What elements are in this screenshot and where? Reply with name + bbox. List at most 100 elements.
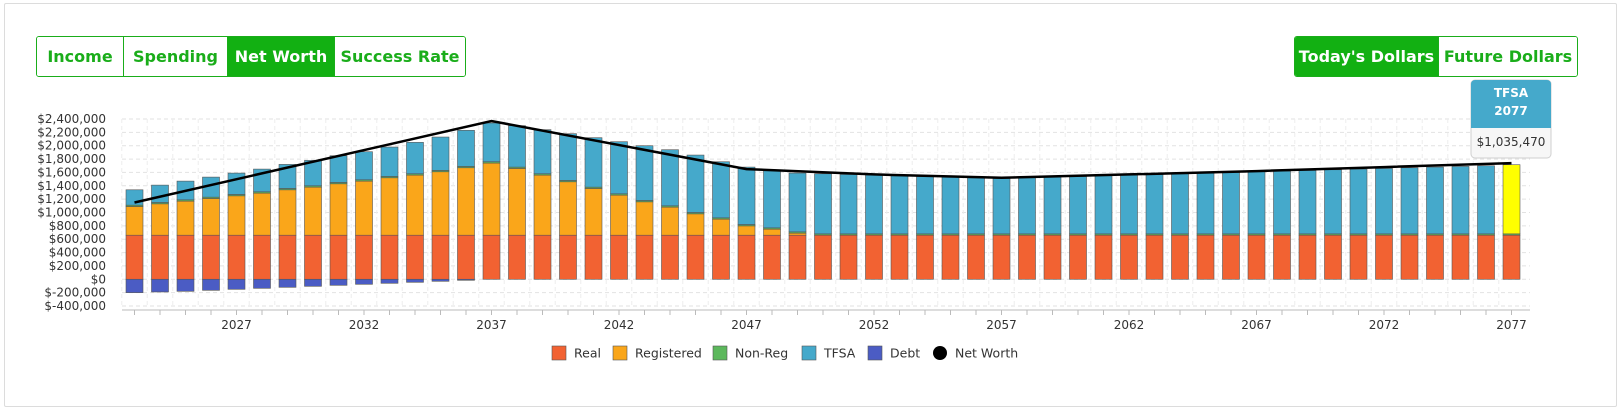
bar-tfsa-2040 <box>559 133 577 181</box>
todays-dollars-button[interactable]: Today's Dollars <box>1295 37 1439 76</box>
bar-tfsa-2046 <box>712 161 730 219</box>
bar-tfsa-2067 <box>1247 171 1266 235</box>
y-tick-label: $1,400,000 <box>37 179 106 193</box>
legend-label: Real <box>574 346 601 361</box>
legend-marker-debt <box>867 345 883 361</box>
bar-registered-2035 <box>431 171 450 236</box>
x-tick-label: 2047 <box>731 318 762 332</box>
bar-registered-2032 <box>355 180 373 236</box>
future-dollars-button[interactable]: Future Dollars <box>1439 37 1577 76</box>
bar-real-2042 <box>610 234 628 280</box>
y-tick-label: $2,200,000 <box>37 125 106 139</box>
bar-tfsa-2060 <box>1069 176 1087 235</box>
bar-debt-2028 <box>253 278 271 289</box>
bar-debt-2025 <box>176 278 195 292</box>
bar-real-2037 <box>482 234 501 280</box>
bar-tfsa-2052 <box>865 174 883 235</box>
bar-real-2069 <box>1298 234 1317 280</box>
tooltip-value: $1,035,470 <box>1477 135 1546 149</box>
bar-tfsa-2038 <box>508 125 526 168</box>
bar-real-2036 <box>457 234 475 280</box>
tab-spending[interactable]: Spending <box>124 37 228 76</box>
bar-real-2033 <box>380 234 399 280</box>
legend-label: Registered <box>635 346 702 361</box>
bar-real-2032 <box>355 234 373 280</box>
bar-tfsa-2062 <box>1120 174 1138 235</box>
bar-tfsa-2035 <box>431 136 450 171</box>
bar-real-2071 <box>1349 234 1368 280</box>
x-tick-label: 2062 <box>1114 318 1145 332</box>
tooltip-title: TFSA <box>1494 86 1529 100</box>
bar-tfsa-2042 <box>610 141 628 195</box>
legend-marker-tfsa <box>801 345 817 361</box>
bar-tfsa-2032 <box>355 151 373 181</box>
bar-real-2057 <box>992 234 1011 280</box>
tab-success-rate[interactable]: Success Rate <box>335 37 465 76</box>
bar-registered-2037 <box>482 162 501 236</box>
bar-real-2049 <box>788 234 807 280</box>
bar-real-2031 <box>329 234 348 280</box>
x-tick-label: 2032 <box>349 318 380 332</box>
bar-real-2068 <box>1273 234 1291 280</box>
bar-registered-2029 <box>278 189 297 236</box>
bar-tfsa-2074 <box>1426 166 1444 235</box>
bar-real-2044 <box>661 234 679 280</box>
bar-tfsa-2072 <box>1375 168 1393 235</box>
bar-debt-2033 <box>380 278 399 284</box>
bar-tfsa-2029 <box>278 164 297 189</box>
bar-registered-2031 <box>329 183 348 236</box>
bar-debt-2027 <box>227 278 246 290</box>
bar-debt-2023 <box>125 278 144 293</box>
bar-registered-2023 <box>125 206 144 236</box>
x-tick-label: 2067 <box>1241 318 1272 332</box>
bar-real-2067 <box>1247 234 1266 280</box>
bar-real-2052 <box>865 234 883 280</box>
bar-real-2064 <box>1171 234 1189 280</box>
y-tick-label: $1,200,000 <box>37 192 106 206</box>
tab-net-worth[interactable]: Net Worth <box>228 37 335 76</box>
bar-tfsa-2050 <box>814 173 832 235</box>
bar-real-2024 <box>151 234 169 280</box>
bar-tfsa-2068 <box>1273 170 1291 235</box>
bar-debt-2031 <box>329 278 348 286</box>
bar-real-2048 <box>763 234 781 280</box>
bar-tfsa-2031 <box>329 155 348 183</box>
legend-marker-nonreg <box>712 345 728 361</box>
bar-real-2028 <box>253 234 271 280</box>
bar-real-2074 <box>1426 234 1444 280</box>
bar-real-2058 <box>1018 234 1036 280</box>
y-tick-label: $1,800,000 <box>37 152 106 166</box>
bar-real-2066 <box>1222 234 1240 280</box>
bar-tfsa-2045 <box>686 154 705 213</box>
x-tick-label: 2052 <box>859 318 890 332</box>
bar-registered-2047 <box>737 225 756 236</box>
bar-debt-2024 <box>151 278 169 293</box>
bar-tfsa-2059 <box>1043 176 1062 235</box>
bar-tfsa-2076 <box>1477 165 1495 235</box>
bar-registered-2045 <box>686 213 705 236</box>
bar-debt-2029 <box>278 278 297 288</box>
bar-tfsa-2057 <box>992 178 1011 235</box>
bar-tfsa-2054 <box>916 176 934 235</box>
bar-tfsa-2044 <box>661 149 679 207</box>
bar-tfsa-2073 <box>1400 167 1419 235</box>
bar-tfsa-2036 <box>457 130 475 167</box>
bar-registered-2043 <box>635 201 654 236</box>
bar-real-2047 <box>737 234 756 280</box>
bar-tfsa-2056 <box>967 177 985 235</box>
bar-tfsa-2030 <box>304 160 322 187</box>
bar-debt-2036 <box>457 278 475 281</box>
bar-tfsa-2069 <box>1298 170 1317 235</box>
bar-real-2055 <box>941 234 960 280</box>
bar-tfsa-2071 <box>1349 168 1368 235</box>
net-worth-line <box>134 119 1512 204</box>
view-tabs: Income Spending Net Worth Success Rate <box>36 36 466 77</box>
bar-real-2025 <box>176 234 195 280</box>
bar-real-2073 <box>1400 234 1419 280</box>
x-tick-label: 2057 <box>986 318 1017 332</box>
bar-tfsa-2043 <box>635 145 654 201</box>
bar-registered-2024 <box>151 203 169 236</box>
bar-tfsa-2061 <box>1094 175 1113 235</box>
tab-income[interactable]: Income <box>37 37 124 76</box>
legend-label: Debt <box>890 346 920 361</box>
